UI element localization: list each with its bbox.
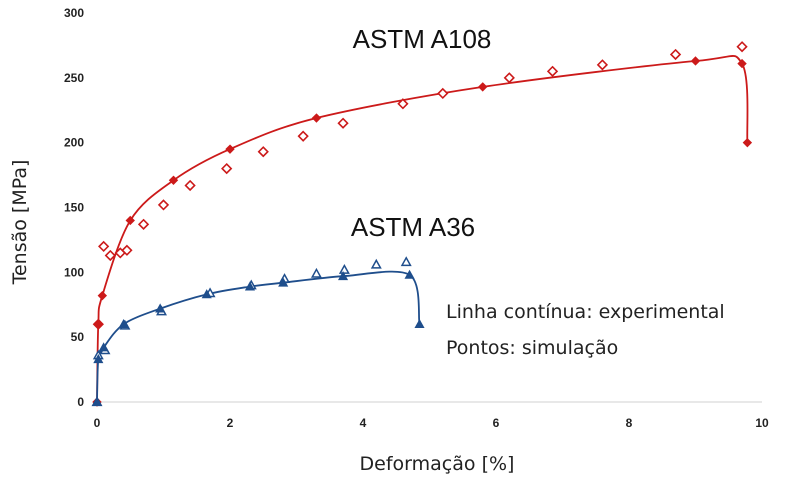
experimental-point-astm-a108 xyxy=(168,175,179,185)
experimental-point-astm-a36 xyxy=(91,396,103,406)
experimental-point-astm-a108 xyxy=(125,215,135,226)
simulation-point-astm-a108 xyxy=(596,59,609,71)
simulation-point-astm-a108 xyxy=(221,162,233,175)
y-tick-label: 150 xyxy=(64,201,84,215)
experimental-point-astm-a36 xyxy=(278,277,289,287)
simulation-point-astm-a108 xyxy=(184,179,196,192)
experimental-point-astm-a108 xyxy=(690,56,701,66)
experimental-point-astm-a108 xyxy=(311,113,322,123)
experimental-point-astm-a36 xyxy=(155,303,166,313)
experimental-point-astm-a36 xyxy=(338,270,349,281)
series-label-a108: ASTM A108 xyxy=(353,24,492,54)
simulation-point-astm-a108 xyxy=(736,41,748,53)
experimental-line-astm-a36 xyxy=(96,270,421,403)
simulation-point-astm-a108 xyxy=(137,218,150,230)
simulation-point-astm-a36 xyxy=(400,256,412,267)
experimental-point-astm-a108 xyxy=(742,137,753,148)
y-tick-label: 100 xyxy=(64,265,84,279)
experimental-point-astm-a36 xyxy=(404,269,415,279)
legend-note-experimental: Linha contínua: experimental xyxy=(446,301,725,323)
y-tick-label: 50 xyxy=(71,330,85,344)
simulation-point-astm-a108 xyxy=(257,146,269,158)
experimental-point-astm-a36 xyxy=(414,318,425,329)
experimental-point-astm-a36 xyxy=(244,281,255,291)
simulation-point-astm-a108 xyxy=(121,244,133,256)
y-tick-label: 200 xyxy=(64,136,84,150)
experimental-point-astm-a36 xyxy=(118,318,129,329)
x-axis-title: Deformação [%] xyxy=(360,453,515,475)
legend-note-simulation: Pontos: simulação xyxy=(446,337,618,359)
experimental-point-astm-a108 xyxy=(97,290,108,301)
experimental-point-astm-a108 xyxy=(477,82,488,92)
experimental-point-astm-a36 xyxy=(201,289,212,299)
y-axis-title: Tensão [MPa] xyxy=(9,160,31,286)
simulation-point-astm-a108 xyxy=(546,65,559,77)
y-tick-label: 250 xyxy=(64,71,84,85)
experimental-point-astm-a36 xyxy=(93,353,104,364)
simulation-point-astm-a36 xyxy=(338,263,350,274)
simulation-point-astm-a108 xyxy=(104,249,116,262)
simulation-point-astm-a108 xyxy=(397,98,409,110)
y-tick-label: 0 xyxy=(77,395,84,409)
experimental-point-astm-a108 xyxy=(737,58,747,69)
x-tick-label: 4 xyxy=(360,416,367,430)
x-tick-label: 6 xyxy=(493,416,500,430)
simulation-point-astm-a36 xyxy=(370,258,382,269)
simulation-point-astm-a108 xyxy=(437,87,449,100)
simulation-point-astm-a108 xyxy=(98,240,110,253)
experimental-point-astm-a36 xyxy=(98,342,109,352)
simulation-point-astm-a108 xyxy=(503,72,515,84)
simulation-point-astm-a36 xyxy=(310,267,322,278)
x-tick-label: 2 xyxy=(227,416,234,430)
simulation-point-astm-a108 xyxy=(157,199,170,211)
x-tick-label: 10 xyxy=(755,416,769,430)
series-label-a36: ASTM A36 xyxy=(351,212,475,242)
x-tick-label: 8 xyxy=(626,416,633,430)
simulation-point-astm-a108 xyxy=(337,117,349,129)
data-markers xyxy=(91,41,753,407)
x-tick-label: 0 xyxy=(94,416,101,430)
experimental-point-astm-a108 xyxy=(225,144,235,154)
simulation-point-astm-a108 xyxy=(669,48,682,61)
y-tick-label: 300 xyxy=(64,6,84,20)
simulation-point-astm-a108 xyxy=(297,130,309,142)
experimental-point-astm-a108 xyxy=(93,319,104,329)
